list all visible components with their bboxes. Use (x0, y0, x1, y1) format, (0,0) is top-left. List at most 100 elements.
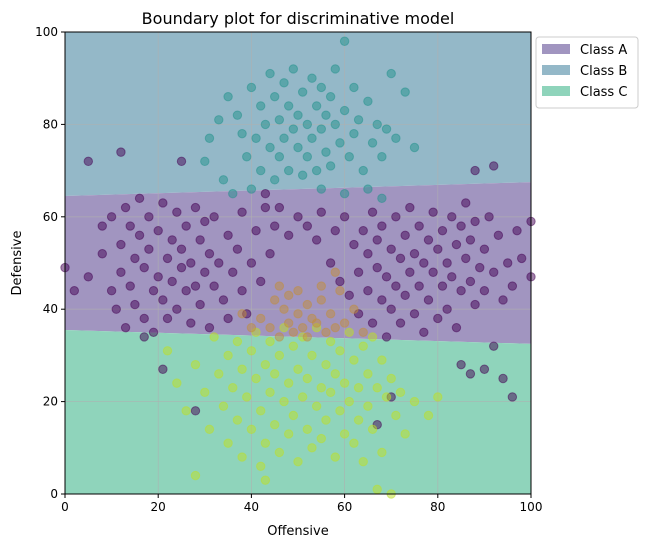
data-point (447, 272, 457, 282)
data-point (358, 327, 368, 337)
data-point (218, 401, 229, 411)
chart-title: Boundary plot for discriminative model (142, 9, 455, 28)
data-point (437, 225, 448, 236)
data-point (484, 212, 494, 222)
data-point (423, 235, 434, 245)
data-point (204, 133, 215, 143)
data-point (456, 286, 466, 296)
data-point (167, 235, 177, 245)
data-point (204, 424, 215, 435)
legend-swatch (542, 44, 570, 54)
data-point (223, 350, 233, 361)
data-point (246, 322, 257, 333)
data-point (256, 313, 266, 324)
data-point (279, 396, 289, 407)
data-point (367, 332, 378, 342)
data-point (465, 235, 476, 245)
data-point (172, 207, 182, 217)
data-point (358, 341, 368, 351)
decision-regions (65, 32, 531, 494)
data-point (349, 304, 359, 314)
data-point (181, 286, 191, 296)
data-point (377, 447, 387, 458)
data-point (344, 327, 354, 337)
data-point (260, 189, 271, 199)
data-point (214, 258, 224, 268)
data-point (288, 64, 299, 74)
data-point (302, 119, 313, 130)
data-point (339, 36, 350, 46)
data-point (190, 281, 201, 291)
data-point (377, 295, 387, 305)
data-point (498, 295, 508, 305)
data-point (209, 332, 219, 342)
y-tick-label: 100 (35, 25, 58, 39)
data-point (223, 91, 233, 102)
data-point (451, 322, 462, 333)
data-point (307, 350, 317, 361)
y-tick-label: 60 (43, 210, 58, 224)
data-point (353, 383, 364, 393)
data-point (386, 68, 396, 79)
y-axis-label: Defensive (10, 231, 25, 296)
data-point (372, 262, 382, 273)
data-point (172, 304, 182, 314)
data-point (256, 101, 266, 111)
data-point (288, 327, 299, 337)
legend-label: Class B (580, 64, 627, 79)
data-point (246, 184, 257, 194)
data-point (204, 249, 215, 259)
data-point (489, 267, 499, 277)
data-point (246, 346, 257, 356)
data-point (316, 207, 326, 217)
data-point (270, 221, 280, 231)
data-point (186, 318, 196, 328)
data-point (288, 124, 299, 134)
data-point (228, 189, 238, 199)
x-axis-ticks: 0 20 40 60 80 100 (61, 494, 542, 514)
x-axis-label: Offensive (267, 524, 329, 539)
data-point (381, 272, 392, 282)
data-point (335, 276, 345, 287)
data-point (363, 184, 373, 194)
data-point (228, 267, 238, 277)
data-point (116, 239, 126, 250)
data-point (232, 244, 243, 254)
data-point (200, 267, 210, 277)
data-point (479, 286, 490, 296)
data-point (386, 244, 396, 254)
data-point (409, 309, 420, 319)
data-point (283, 230, 294, 240)
data-point (330, 369, 340, 379)
data-point (293, 309, 303, 319)
data-point (274, 115, 285, 125)
data-point (419, 258, 429, 268)
data-point (325, 387, 336, 398)
data-point (167, 276, 177, 287)
data-point (111, 304, 121, 314)
data-point (470, 216, 480, 227)
data-point (307, 443, 317, 453)
data-point (279, 304, 289, 314)
data-point (97, 249, 107, 259)
data-point (423, 410, 434, 421)
data-point (423, 295, 434, 305)
data-point (148, 286, 159, 296)
data-point (232, 415, 243, 425)
y-tick-label: 20 (43, 395, 58, 409)
data-point (330, 64, 340, 74)
data-point (260, 438, 271, 448)
data-point (377, 221, 387, 231)
data-point (353, 115, 364, 125)
data-point (274, 350, 285, 361)
data-point (339, 378, 350, 388)
data-point (316, 295, 326, 305)
data-point (330, 267, 340, 277)
data-point (339, 212, 350, 222)
x-tick-label: 60 (337, 500, 352, 514)
data-point (489, 161, 499, 171)
data-point (232, 336, 243, 347)
data-point (265, 249, 275, 259)
data-point (465, 369, 476, 379)
data-point (321, 147, 331, 157)
